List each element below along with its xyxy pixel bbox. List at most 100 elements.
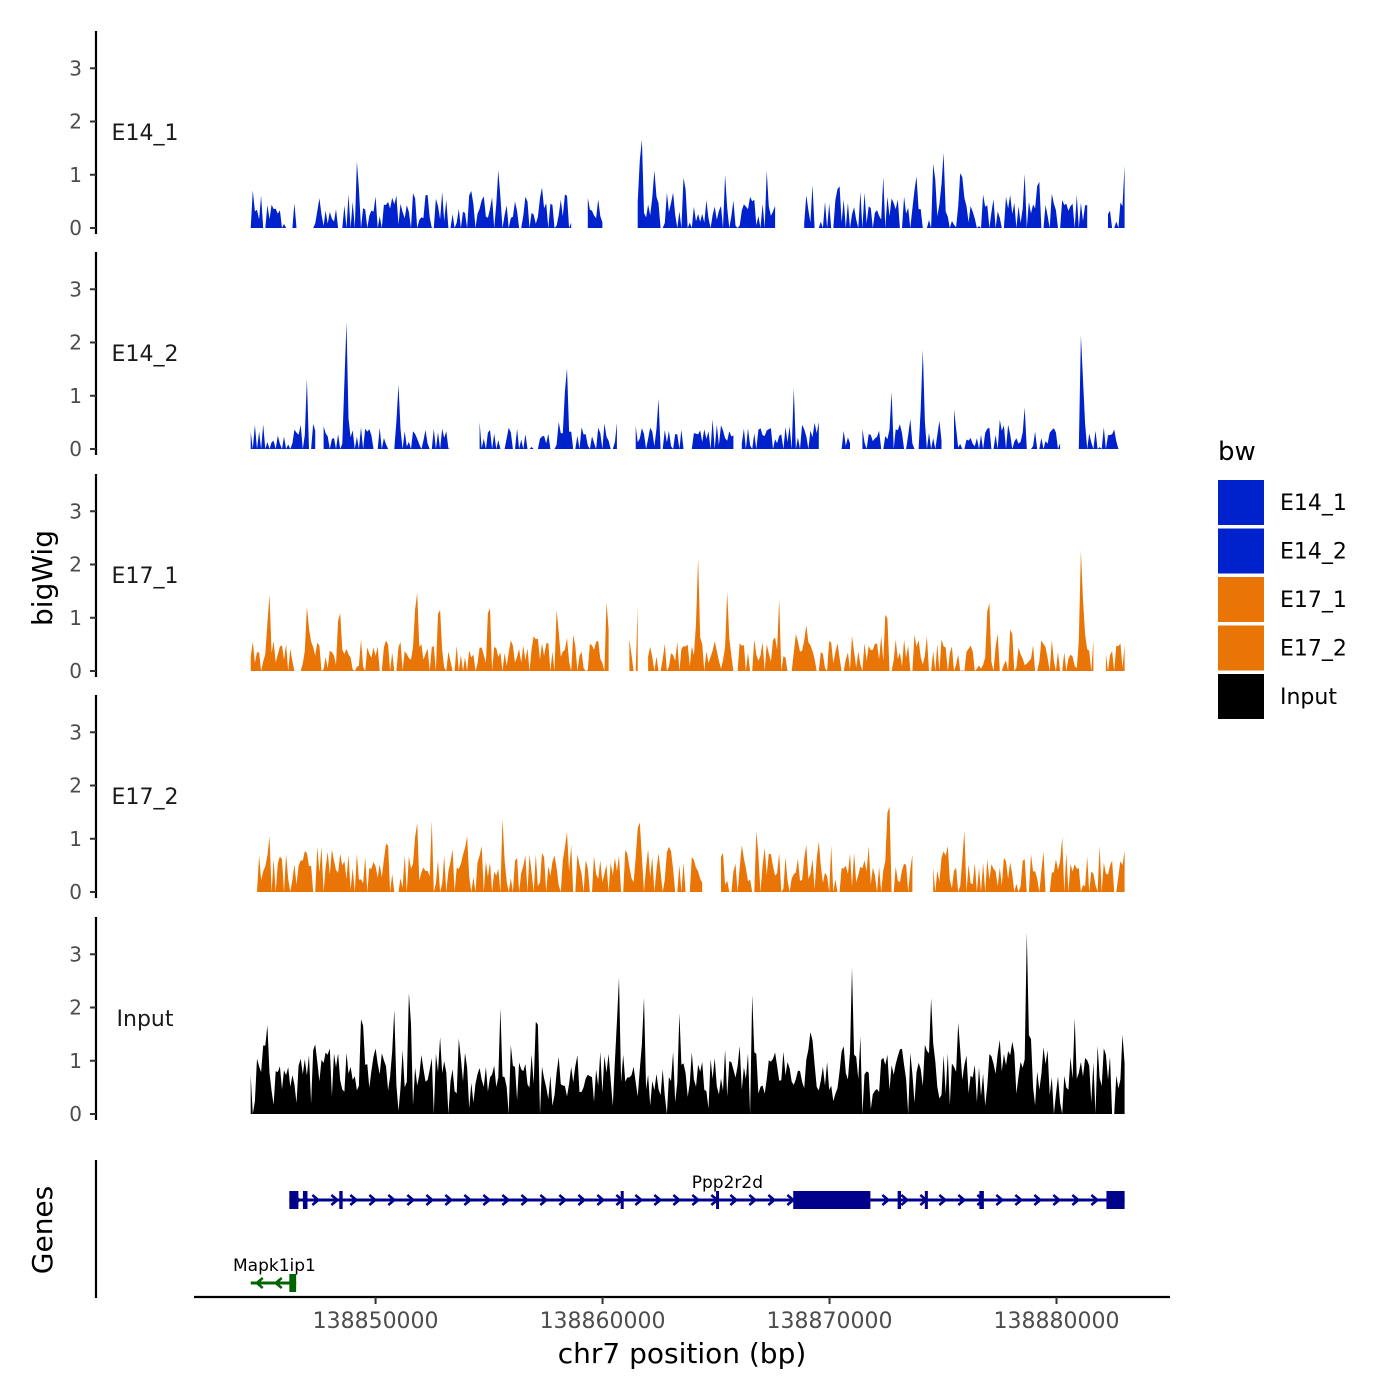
strand-arrow bbox=[1052, 1194, 1062, 1206]
strand-arrow bbox=[406, 1194, 416, 1206]
coverage-area bbox=[250, 592, 609, 671]
legend-title: bw bbox=[1218, 437, 1256, 467]
strand-arrow bbox=[330, 1194, 340, 1206]
track-E17_2: 0 1 2 3 E17_2 bbox=[69, 695, 1125, 904]
y-tick-label: 3 bbox=[69, 56, 82, 80]
coverage-area bbox=[1078, 335, 1125, 449]
strand-arrow bbox=[273, 1277, 283, 1289]
legend: bw E14_1 E14_2 E17_1 E17_2 Input bbox=[1218, 437, 1347, 719]
track-Input: 0 1 2 3 Input bbox=[69, 917, 1125, 1126]
x-axis: 138850000 138860000 138870000 138880000 bbox=[194, 1295, 1170, 1334]
strand-arrow bbox=[938, 1194, 948, 1206]
track-E14_2: 0 1 2 3 E14_2 bbox=[69, 252, 1125, 461]
y-axis-label-genes: Genes bbox=[26, 1186, 59, 1274]
legend-label: E17_1 bbox=[1280, 588, 1347, 613]
coverage-area bbox=[250, 932, 1125, 1114]
strand-arrow bbox=[1071, 1194, 1081, 1206]
strand-arrow bbox=[311, 1194, 321, 1206]
strand-arrow bbox=[349, 1194, 359, 1206]
exon bbox=[620, 1191, 624, 1209]
strand-arrow bbox=[748, 1194, 758, 1206]
y-tick-label: 1 bbox=[69, 827, 82, 851]
strand-arrow bbox=[653, 1194, 663, 1206]
y-tick-label: 0 bbox=[69, 437, 82, 461]
legend-key-Input bbox=[1218, 674, 1264, 719]
signal-tracks: 0 1 2 3 E14_1 0 1 2 3 E14_2 0 1 2 3 E17_1 0 1 2 3 E17_2 0 1 2 3… bbox=[69, 31, 1125, 1126]
y-tick-label: 0 bbox=[69, 1102, 82, 1126]
y-tick-label: 1 bbox=[69, 163, 82, 187]
coverage-area bbox=[954, 407, 1061, 449]
legend-label: E17_2 bbox=[1280, 637, 1347, 662]
y-axis-label-bigwig: bigWig bbox=[26, 530, 59, 626]
exon bbox=[289, 1274, 297, 1292]
exon bbox=[1106, 1191, 1125, 1209]
strand-arrow bbox=[368, 1194, 378, 1206]
strand-arrow bbox=[254, 1277, 264, 1289]
coverage-area bbox=[587, 197, 603, 228]
strand-arrow bbox=[444, 1194, 454, 1206]
legend-key-E14_2 bbox=[1218, 528, 1264, 574]
strand-arrow bbox=[1033, 1194, 1043, 1206]
strand-arrow bbox=[596, 1194, 606, 1206]
gene-label: Ppp2r2d bbox=[692, 1173, 763, 1193]
coverage-area bbox=[479, 368, 617, 449]
x-tick-label: 138870000 bbox=[767, 1309, 893, 1334]
x-tick-label: 138860000 bbox=[540, 1309, 666, 1334]
strand-arrow bbox=[539, 1194, 549, 1206]
gene-Ppp2r2d: Ppp2r2d bbox=[289, 1173, 1125, 1209]
coverage-area bbox=[250, 818, 703, 892]
strand-arrow bbox=[995, 1194, 1005, 1206]
strand-arrow bbox=[900, 1194, 910, 1206]
strand-arrow bbox=[463, 1194, 473, 1206]
coverage-area bbox=[1105, 643, 1125, 671]
coverage-area bbox=[1108, 165, 1125, 228]
gene-Mapk1ip1: Mapk1ip1 bbox=[233, 1256, 316, 1292]
y-tick-label: 2 bbox=[69, 553, 82, 577]
coverage-area bbox=[804, 152, 1088, 228]
exon bbox=[979, 1191, 984, 1209]
coverage-area bbox=[721, 806, 913, 892]
y-tick-label: 0 bbox=[69, 880, 82, 904]
y-tick-label: 1 bbox=[69, 1049, 82, 1073]
y-tick-label: 2 bbox=[69, 331, 82, 355]
y-tick-label: 3 bbox=[69, 277, 82, 301]
legend-label: Input bbox=[1280, 685, 1337, 710]
coverage-area bbox=[635, 398, 734, 449]
strand-arrow bbox=[501, 1194, 511, 1206]
exon bbox=[302, 1191, 308, 1209]
track-label: E14_1 bbox=[112, 121, 179, 146]
legend-key-E14_1 bbox=[1218, 480, 1264, 525]
strand-arrow bbox=[881, 1194, 891, 1206]
strand-arrow bbox=[767, 1194, 777, 1206]
genes-panel: Ppp2r2d Mapk1ip1 bbox=[94, 1160, 1125, 1298]
y-tick-label: 2 bbox=[69, 110, 82, 134]
gene-label: Mapk1ip1 bbox=[233, 1256, 316, 1276]
exon bbox=[289, 1191, 299, 1209]
coverage-area bbox=[250, 190, 297, 228]
y-tick-label: 2 bbox=[69, 996, 82, 1020]
strand-arrow bbox=[957, 1194, 967, 1206]
strand-arrow bbox=[577, 1194, 587, 1206]
coverage-area bbox=[741, 388, 819, 449]
x-tick-label: 138850000 bbox=[313, 1309, 439, 1334]
legend-key-E17_2 bbox=[1218, 625, 1264, 671]
exon bbox=[793, 1191, 871, 1209]
exon bbox=[716, 1191, 720, 1209]
coverage-area bbox=[933, 830, 1125, 892]
coverage-area bbox=[250, 378, 316, 449]
y-tick-label: 2 bbox=[69, 774, 82, 798]
y-tick-label: 3 bbox=[69, 720, 82, 744]
y-tick-label: 0 bbox=[69, 659, 82, 683]
legend-label: E14_2 bbox=[1280, 540, 1347, 565]
strand-arrow bbox=[691, 1194, 701, 1206]
y-tick-label: 1 bbox=[69, 384, 82, 408]
y-tick-label: 0 bbox=[69, 216, 82, 240]
x-tick-label: 138880000 bbox=[994, 1309, 1120, 1334]
strand-arrow bbox=[1014, 1194, 1024, 1206]
coverage-area bbox=[629, 606, 638, 671]
strand-arrow bbox=[1090, 1194, 1100, 1206]
coverage-area bbox=[313, 161, 572, 228]
track-E17_1: 0 1 2 3 E17_1 bbox=[69, 474, 1125, 683]
y-tick-label: 3 bbox=[69, 499, 82, 523]
